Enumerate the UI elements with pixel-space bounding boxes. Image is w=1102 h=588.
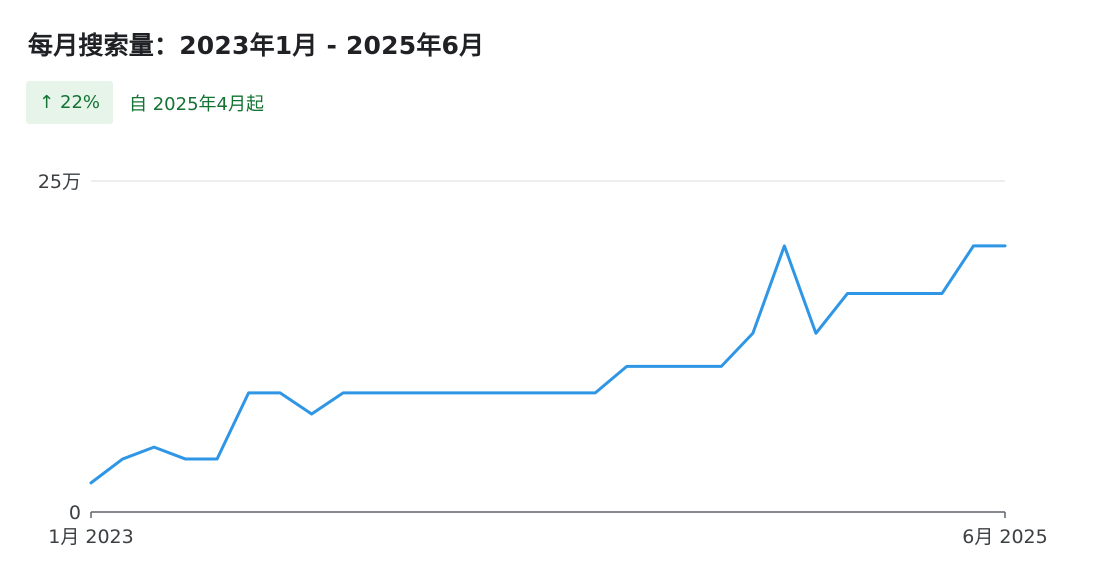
- data-point-20: [720, 365, 723, 368]
- data-point-27: [940, 292, 943, 295]
- change-since-label: 自 2025年4月起: [129, 94, 264, 115]
- data-point-29: [1004, 244, 1007, 247]
- axis-layer: [90, 511, 1006, 518]
- data-point-9: [373, 391, 376, 394]
- arrow-up-icon: ↑: [38, 91, 55, 113]
- data-point-23: [814, 332, 817, 335]
- data-point-10: [405, 391, 408, 394]
- change-value: 22%: [60, 92, 101, 113]
- data-point-18: [657, 365, 660, 368]
- data-point-19: [688, 365, 691, 368]
- data-point-28: [972, 244, 975, 247]
- data-point-11: [436, 391, 439, 394]
- data-point-5: [247, 391, 250, 394]
- y-tick-label-1: 25万: [38, 171, 81, 193]
- data-point-24: [846, 292, 849, 295]
- change-badge: ↑ 22%: [26, 81, 113, 124]
- data-point-14: [531, 391, 534, 394]
- data-point-0: [90, 481, 93, 484]
- data-point-1: [121, 458, 124, 461]
- label-layer: 0 25万 1月 2023 6月 2025: [38, 171, 1048, 548]
- chart-title: 每月搜索量：2023年1月 - 2025年6月: [28, 31, 485, 60]
- data-point-2: [153, 446, 156, 449]
- data-point-25: [877, 292, 880, 295]
- series-layer: [89, 244, 1007, 485]
- data-point-15: [562, 391, 565, 394]
- data-point-4: [216, 458, 219, 461]
- series-line-0: [89, 244, 1007, 485]
- data-point-22: [783, 244, 786, 247]
- data-point-21: [751, 332, 754, 335]
- data-point-6: [279, 391, 282, 394]
- y-tick-label-0: 0: [69, 502, 81, 524]
- x-tick-label-1: 6月 2025: [962, 526, 1047, 548]
- data-point-26: [909, 292, 912, 295]
- data-point-12: [468, 391, 471, 394]
- data-point-17: [625, 365, 628, 368]
- data-point-7: [310, 413, 313, 416]
- data-point-3: [184, 458, 187, 461]
- data-point-13: [499, 391, 502, 394]
- data-point-8: [342, 391, 345, 394]
- data-point-16: [594, 391, 597, 394]
- x-tick-label-0: 1月 2023: [48, 526, 133, 548]
